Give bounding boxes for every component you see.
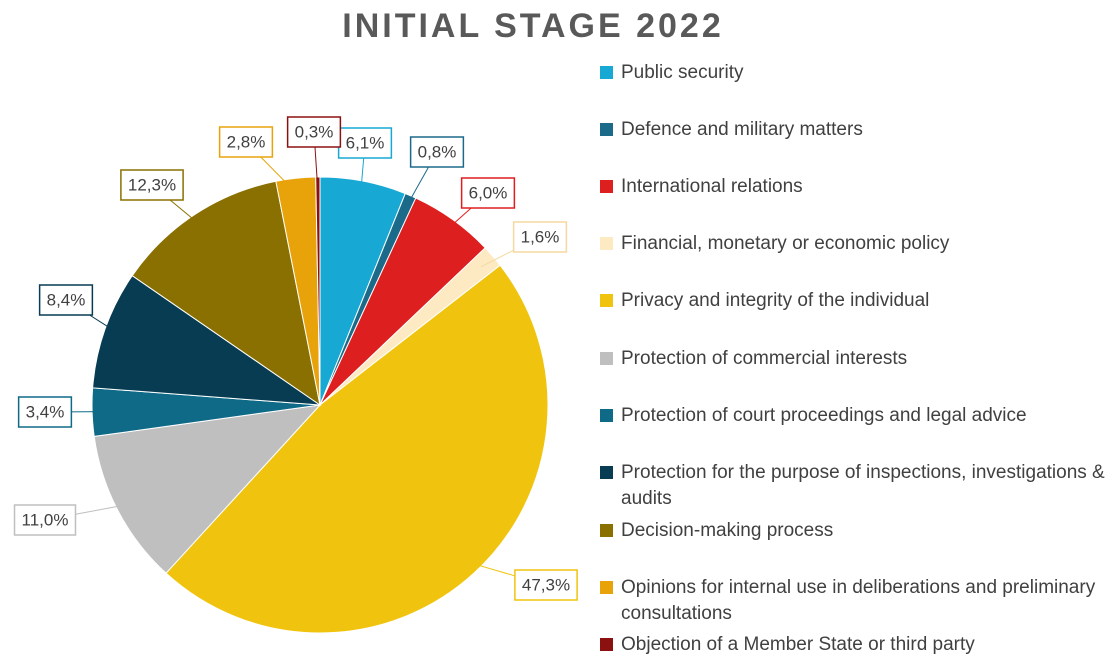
legend-label: International relations bbox=[621, 176, 803, 197]
data-label-box bbox=[409, 136, 465, 168]
legend-label: Financial, monetary or economic policy bbox=[621, 233, 950, 254]
data-label: 6,1% bbox=[346, 133, 385, 152]
pie-slice bbox=[315, 176, 321, 406]
data-label-box bbox=[514, 569, 578, 601]
legend-label: Privacy and integrity of the individual bbox=[621, 290, 930, 311]
legend-item: Defence and military matters bbox=[600, 117, 1110, 143]
data-label-box bbox=[460, 177, 516, 209]
data-label-box bbox=[337, 127, 393, 159]
legend-swatch bbox=[600, 638, 613, 651]
data-label: 12,3% bbox=[128, 175, 176, 194]
pie-slice bbox=[92, 274, 322, 406]
legend-label: Public security bbox=[621, 62, 744, 83]
legend-item: Protection of court proceedings and lega… bbox=[600, 403, 1110, 429]
data-label: 6,0% bbox=[469, 183, 508, 202]
data-label-box bbox=[38, 284, 94, 316]
legend-swatch bbox=[600, 466, 613, 479]
pie-slice bbox=[165, 264, 549, 634]
legend-label: Protection for the purpose of inspection… bbox=[621, 462, 1105, 509]
legend-label: Defence and military matters bbox=[621, 119, 863, 140]
legend-swatch bbox=[600, 409, 613, 422]
data-label-box bbox=[120, 169, 184, 201]
legend-item: International relations bbox=[600, 174, 1110, 200]
data-label: 8,4% bbox=[47, 290, 86, 309]
data-label-box bbox=[17, 396, 73, 428]
legend-swatch bbox=[600, 123, 613, 136]
legend-swatch bbox=[600, 237, 613, 250]
data-label: 0,8% bbox=[418, 142, 457, 161]
data-label: 3,4% bbox=[26, 402, 65, 421]
legend-item: Public security bbox=[600, 60, 1110, 86]
data-label: 0,3% bbox=[295, 122, 334, 141]
data-label: 2,8% bbox=[227, 132, 266, 151]
legend-label: Opinions for internal use in deliberatio… bbox=[621, 577, 1096, 624]
legend-item: Financial, monetary or economic policy bbox=[600, 231, 1110, 257]
legend-swatch bbox=[600, 66, 613, 79]
legend-item: Privacy and integrity of the individual bbox=[600, 288, 1110, 314]
data-label: 47,3% bbox=[522, 575, 570, 594]
legend-swatch bbox=[600, 180, 613, 193]
legend-item: Objection of a Member State or third par… bbox=[600, 632, 1110, 658]
chart-title: INITIAL STAGE 2022 bbox=[342, 7, 724, 45]
legend-label: Decision-making process bbox=[621, 520, 834, 541]
legend-label: Protection of commercial interests bbox=[621, 348, 908, 369]
pie-slice bbox=[93, 404, 322, 574]
legend-swatch bbox=[600, 294, 613, 307]
legend-label: Objection of a Member State or third par… bbox=[621, 634, 975, 655]
legend-swatch bbox=[600, 581, 613, 594]
data-label-box bbox=[286, 116, 342, 148]
legend-item: Protection of commercial interests bbox=[600, 346, 1110, 372]
legend-label: Protection of court proceedings and lega… bbox=[621, 405, 1027, 426]
legend-swatch bbox=[600, 524, 613, 537]
data-label-box bbox=[218, 126, 274, 158]
data-label-box bbox=[13, 504, 77, 536]
legend-item: Opinions for internal use in deliberatio… bbox=[600, 575, 1110, 627]
data-label: 1,6% bbox=[521, 227, 560, 246]
legend-item: Decision-making process bbox=[600, 518, 1110, 544]
pie-slice bbox=[131, 180, 321, 407]
data-label: 11,0% bbox=[22, 510, 69, 529]
legend-item: Protection for the purpose of inspection… bbox=[600, 460, 1110, 512]
data-label-box bbox=[512, 221, 568, 253]
legend-swatch bbox=[600, 352, 613, 365]
